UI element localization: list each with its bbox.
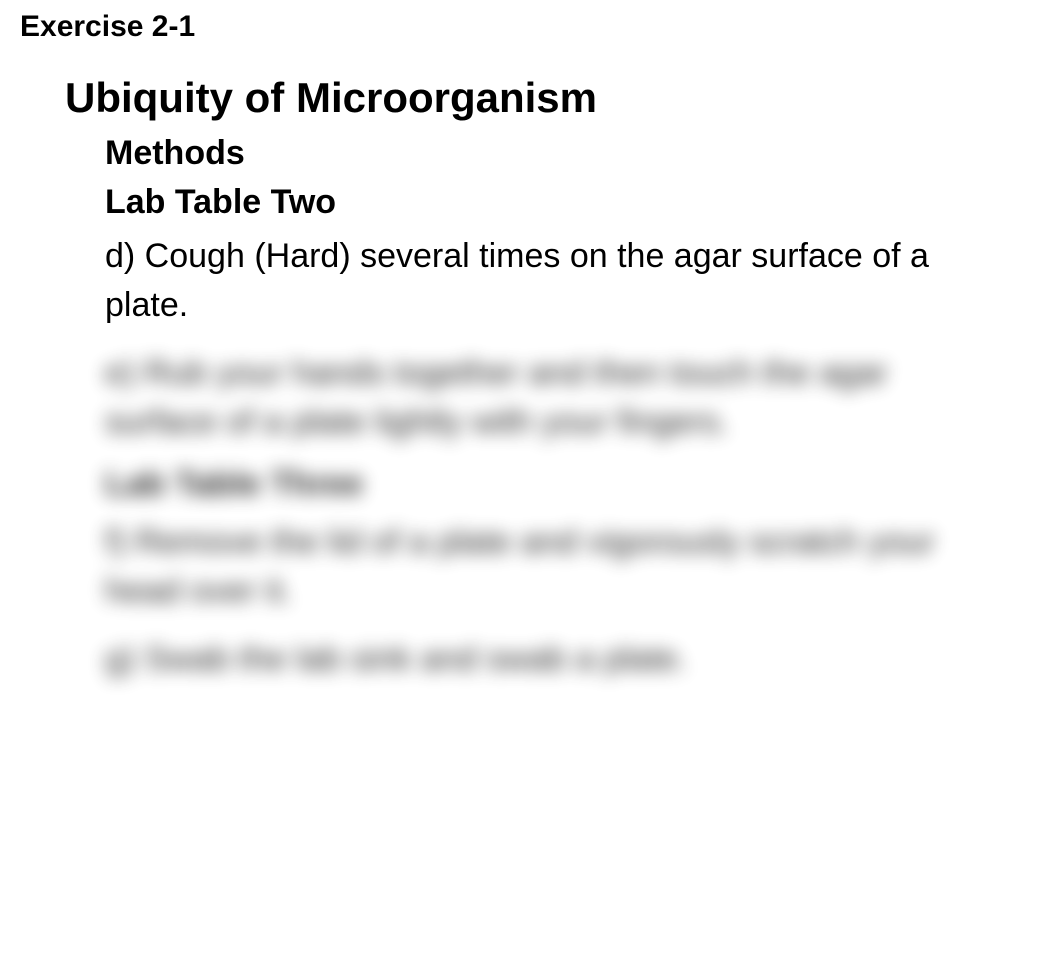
- exercise-label: Exercise 2-1: [20, 10, 1042, 44]
- main-title: Ubiquity of Microorganism: [65, 74, 1042, 122]
- item-e-blurred-text: e) Rub your hands together and then touc…: [105, 349, 982, 448]
- item-f-blurred-text: f) Remove the lid of a plate and vigorou…: [105, 518, 982, 617]
- subsection-lab-table-two: Lab Table Two: [105, 183, 1042, 222]
- subsection-lab-table-three-blurred: Lab Table Three: [105, 465, 1042, 504]
- item-d-text: d) Cough (Hard) several times on the aga…: [105, 232, 982, 331]
- item-g-blurred-text: g) Swab the lab sink and swab a plate.: [105, 635, 982, 684]
- section-heading-methods: Methods: [105, 134, 1042, 173]
